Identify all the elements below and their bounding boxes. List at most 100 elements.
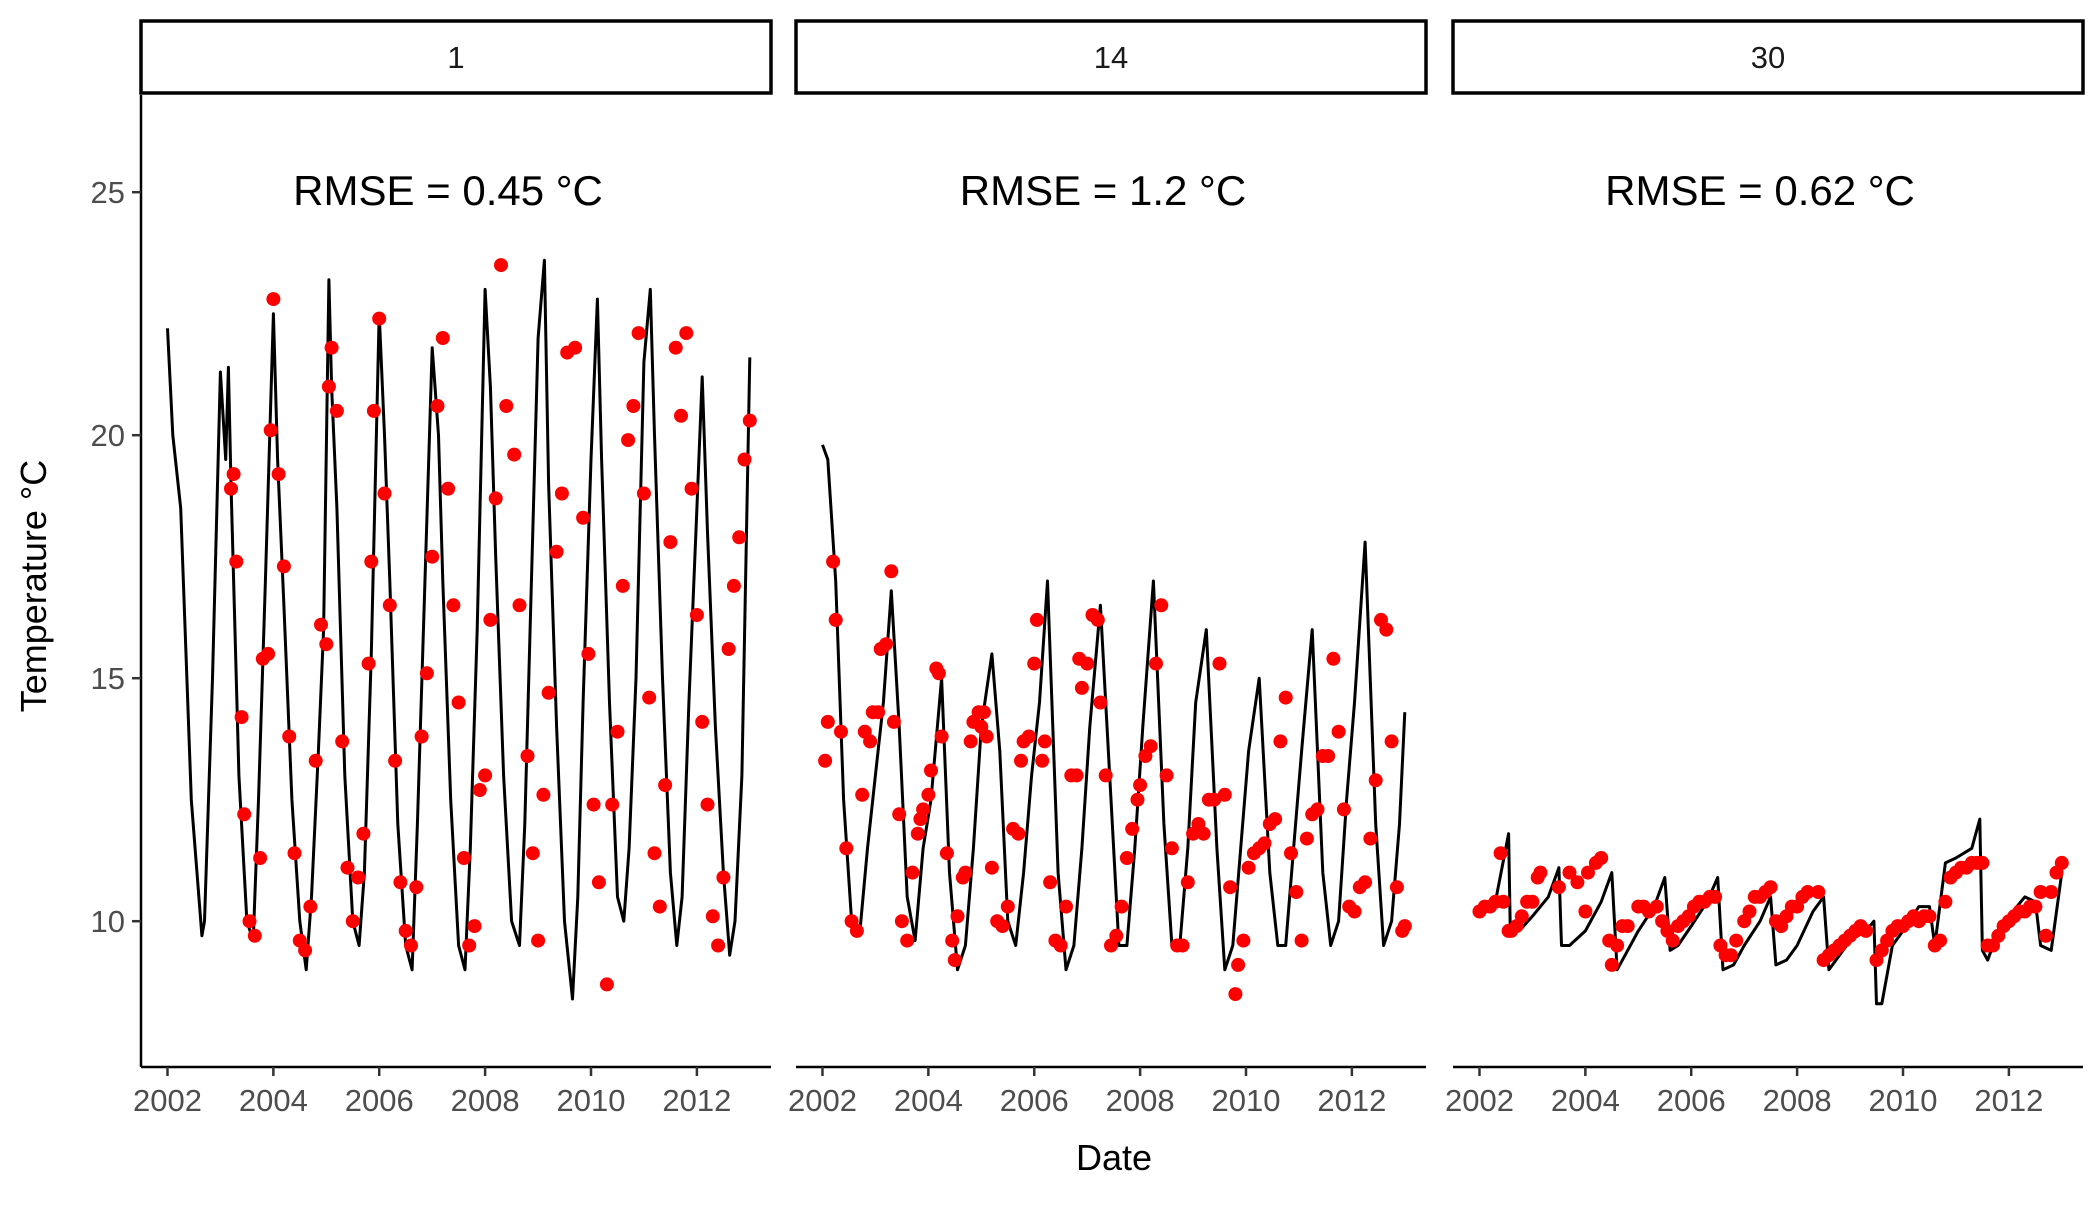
observed-point xyxy=(732,530,747,545)
observed-point xyxy=(1180,875,1195,890)
observed-point xyxy=(900,933,915,948)
y-tick-label: 25 xyxy=(91,175,125,210)
observed-point xyxy=(647,846,662,861)
x-tick-label: 2004 xyxy=(239,1083,308,1118)
observed-point xyxy=(1196,826,1211,841)
observed-point xyxy=(939,846,954,861)
observed-point xyxy=(1074,680,1089,695)
observed-point xyxy=(541,685,556,700)
observed-point xyxy=(1098,768,1113,783)
observed-point xyxy=(1763,880,1778,895)
observed-point xyxy=(1397,919,1412,934)
observed-point xyxy=(721,642,736,656)
observed-point xyxy=(419,666,434,681)
observed-point xyxy=(261,646,276,661)
observed-point xyxy=(446,598,461,613)
observed-point xyxy=(2044,885,2059,899)
observed-point xyxy=(995,919,1010,934)
observed-point xyxy=(705,909,720,924)
observed-point xyxy=(1729,933,1744,948)
observed-point xyxy=(652,899,667,914)
observed-point xyxy=(1130,792,1145,807)
observed-point xyxy=(1294,933,1309,948)
observed-point xyxy=(345,914,360,929)
observed-point xyxy=(1922,909,1937,924)
rmse-annotation: RMSE = 0.45 °C xyxy=(293,167,603,214)
observed-point xyxy=(576,510,591,525)
model-line xyxy=(166,258,752,1001)
observed-point xyxy=(1268,812,1283,827)
observed-point xyxy=(303,899,318,914)
observed-point xyxy=(1241,860,1256,875)
observed-point xyxy=(1358,875,1373,890)
observed-point xyxy=(263,423,278,438)
observed-point xyxy=(834,724,848,739)
observed-point xyxy=(1000,899,1015,914)
observed-point xyxy=(1043,875,1058,890)
observed-point xyxy=(1570,875,1585,890)
observed-point xyxy=(531,933,546,948)
observed-point xyxy=(1858,923,1873,938)
observed-point xyxy=(319,637,334,652)
observed-point xyxy=(1114,899,1129,914)
observed-point xyxy=(1021,729,1036,744)
observed-point xyxy=(456,851,471,865)
x-tick-label: 2008 xyxy=(1106,1083,1175,1118)
x-tick-label: 2002 xyxy=(788,1083,857,1118)
observed-point xyxy=(356,826,371,841)
observed-point xyxy=(1212,656,1227,671)
observed-point xyxy=(945,933,960,948)
observed-point xyxy=(1080,656,1095,671)
observed-point xyxy=(581,646,596,661)
observed-point xyxy=(488,491,503,506)
observed-point xyxy=(414,729,429,744)
facet-strip-label: 30 xyxy=(1751,40,1785,75)
observed-point xyxy=(520,749,535,763)
observed-point xyxy=(849,923,864,938)
observed-point xyxy=(483,612,498,627)
observed-point xyxy=(366,403,381,418)
observed-point xyxy=(234,710,249,725)
observed-point xyxy=(910,826,925,841)
observed-point xyxy=(684,481,699,496)
observed-point xyxy=(1723,948,1738,963)
observed-point xyxy=(287,846,302,861)
observed-point xyxy=(1090,612,1105,627)
observed-point xyxy=(382,598,397,613)
observed-point xyxy=(568,340,583,355)
observed-point xyxy=(1014,753,1028,768)
observed-point xyxy=(610,724,625,739)
observed-point xyxy=(599,977,614,992)
observed-point xyxy=(828,612,843,627)
observed-point xyxy=(689,608,704,622)
x-tick-label: 2012 xyxy=(662,1083,731,1118)
observed-point xyxy=(271,467,286,482)
observed-point xyxy=(1326,651,1341,666)
observed-point xyxy=(1610,938,1625,953)
observed-point xyxy=(494,258,508,273)
observed-point xyxy=(1800,885,1815,899)
observed-point xyxy=(1299,831,1314,846)
model-line xyxy=(821,444,1407,972)
observed-point xyxy=(247,928,262,943)
observed-point xyxy=(963,734,978,749)
observed-point xyxy=(695,714,710,729)
observed-point xyxy=(879,637,893,652)
observed-point xyxy=(1228,987,1243,1002)
observed-point xyxy=(1310,802,1325,817)
observed-point xyxy=(894,914,909,929)
observed-point xyxy=(478,768,493,783)
observed-point xyxy=(298,943,313,958)
observed-point xyxy=(1562,865,1577,880)
observed-point xyxy=(1159,768,1174,783)
observed-point xyxy=(554,486,569,501)
observed-point xyxy=(1037,734,1052,749)
observed-point xyxy=(1975,855,1990,870)
observed-point xyxy=(886,714,901,729)
observed-point xyxy=(472,783,487,797)
observed-point xyxy=(700,797,715,812)
observed-point xyxy=(1742,904,1757,919)
observed-point xyxy=(1093,695,1108,710)
observed-point xyxy=(308,753,323,768)
x-tick-label: 2012 xyxy=(1974,1083,2043,1118)
